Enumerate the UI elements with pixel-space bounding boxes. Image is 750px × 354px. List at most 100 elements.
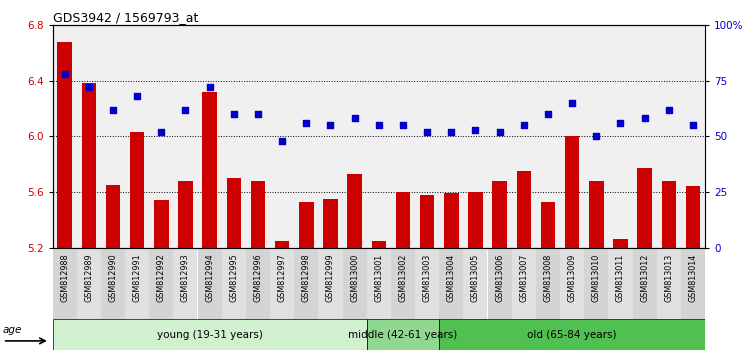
Bar bbox=[686, 187, 700, 248]
Text: GSM813012: GSM813012 bbox=[640, 253, 649, 302]
Bar bbox=[420, 195, 434, 248]
Bar bbox=[130, 132, 144, 248]
Bar bbox=[76, 248, 101, 319]
Bar bbox=[464, 248, 488, 319]
Bar bbox=[202, 92, 217, 248]
Text: GSM812991: GSM812991 bbox=[133, 253, 142, 302]
Point bbox=[203, 84, 215, 90]
Bar bbox=[468, 192, 483, 248]
Bar bbox=[343, 248, 367, 319]
Text: GSM813008: GSM813008 bbox=[544, 253, 553, 302]
Bar bbox=[106, 185, 120, 248]
Bar bbox=[589, 181, 604, 248]
Bar bbox=[125, 248, 149, 319]
Bar bbox=[226, 178, 241, 248]
Text: GSM812988: GSM812988 bbox=[60, 253, 69, 302]
Text: GSM813013: GSM813013 bbox=[664, 253, 674, 302]
Text: GSM813001: GSM813001 bbox=[374, 253, 383, 302]
Point bbox=[58, 71, 70, 77]
Bar bbox=[536, 248, 560, 319]
Bar bbox=[371, 241, 386, 248]
Bar bbox=[274, 241, 290, 248]
Point bbox=[663, 107, 675, 112]
Bar bbox=[251, 181, 266, 248]
Bar bbox=[222, 248, 246, 319]
Point bbox=[687, 122, 699, 128]
Bar bbox=[100, 248, 125, 319]
Bar bbox=[367, 319, 440, 350]
Point bbox=[614, 120, 626, 126]
Bar bbox=[299, 202, 314, 248]
Bar bbox=[512, 248, 536, 319]
Point bbox=[397, 122, 409, 128]
Bar bbox=[323, 199, 338, 248]
Bar bbox=[178, 181, 193, 248]
Point bbox=[421, 129, 433, 135]
Bar bbox=[638, 169, 652, 248]
Bar bbox=[440, 248, 464, 319]
Point bbox=[590, 133, 602, 139]
Point bbox=[518, 122, 530, 128]
Bar bbox=[53, 319, 367, 350]
Bar bbox=[584, 248, 608, 319]
Text: GSM812998: GSM812998 bbox=[302, 253, 310, 302]
Text: GSM812993: GSM812993 bbox=[181, 253, 190, 302]
Bar bbox=[270, 248, 294, 319]
Bar bbox=[318, 248, 343, 319]
Bar bbox=[53, 248, 76, 319]
Bar bbox=[681, 248, 705, 319]
Point bbox=[638, 116, 650, 121]
Text: GSM813006: GSM813006 bbox=[495, 253, 504, 302]
Point bbox=[228, 111, 240, 117]
Bar bbox=[440, 319, 705, 350]
Text: young (19-31 years): young (19-31 years) bbox=[157, 330, 262, 339]
Bar bbox=[444, 193, 458, 248]
Point bbox=[542, 111, 554, 117]
Text: GSM813010: GSM813010 bbox=[592, 253, 601, 302]
Text: GSM812996: GSM812996 bbox=[254, 253, 262, 302]
Text: GSM813014: GSM813014 bbox=[688, 253, 698, 302]
Text: GSM813005: GSM813005 bbox=[471, 253, 480, 302]
Bar bbox=[565, 136, 579, 248]
Bar bbox=[560, 248, 584, 319]
Bar bbox=[396, 192, 410, 248]
Text: GSM812995: GSM812995 bbox=[230, 253, 238, 302]
Point bbox=[252, 111, 264, 117]
Point bbox=[470, 127, 482, 132]
Bar bbox=[614, 239, 628, 248]
Bar bbox=[657, 248, 681, 319]
Point bbox=[349, 116, 361, 121]
Point bbox=[155, 129, 167, 135]
Bar bbox=[367, 248, 391, 319]
Text: GSM812990: GSM812990 bbox=[109, 253, 118, 302]
Point bbox=[494, 129, 506, 135]
Text: middle (42-61 years): middle (42-61 years) bbox=[348, 330, 458, 339]
Bar bbox=[488, 248, 512, 319]
Bar bbox=[149, 248, 173, 319]
Text: GSM813002: GSM813002 bbox=[398, 253, 407, 302]
Bar bbox=[492, 181, 507, 248]
Bar bbox=[662, 181, 676, 248]
Text: age: age bbox=[3, 325, 22, 335]
Text: GSM812989: GSM812989 bbox=[84, 253, 93, 302]
Point bbox=[373, 122, 385, 128]
Bar bbox=[82, 83, 96, 248]
Text: GSM812997: GSM812997 bbox=[278, 253, 286, 302]
Bar bbox=[632, 248, 657, 319]
Point bbox=[566, 100, 578, 105]
Bar bbox=[347, 174, 362, 248]
Text: GSM812999: GSM812999 bbox=[326, 253, 335, 302]
Text: GSM813011: GSM813011 bbox=[616, 253, 625, 302]
Text: GSM813003: GSM813003 bbox=[422, 253, 431, 302]
Bar bbox=[517, 171, 531, 248]
Point bbox=[82, 84, 94, 90]
Bar bbox=[246, 248, 270, 319]
Bar bbox=[57, 41, 72, 248]
Bar bbox=[541, 202, 555, 248]
Point bbox=[325, 122, 337, 128]
Bar bbox=[391, 248, 415, 319]
Text: GSM813009: GSM813009 bbox=[568, 253, 577, 302]
Point bbox=[446, 129, 458, 135]
Bar bbox=[197, 248, 222, 319]
Text: GSM813004: GSM813004 bbox=[447, 253, 456, 302]
